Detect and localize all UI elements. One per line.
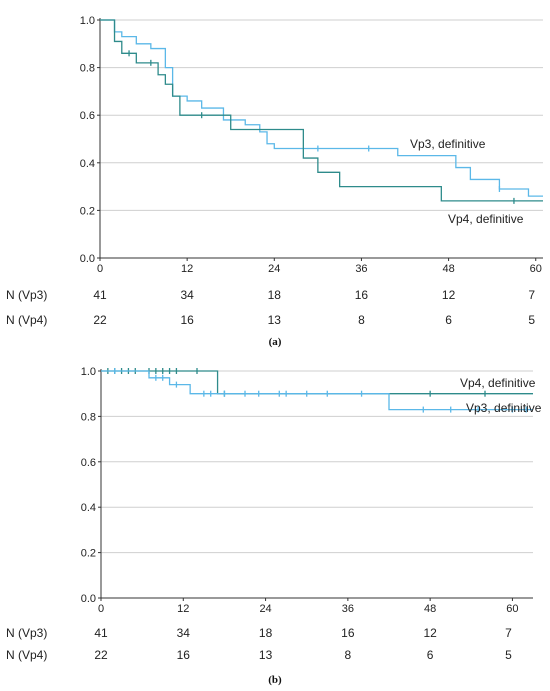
chart-panel-b: 0.0 0.2 0.4 0.6 0.8 1.0 0 12 24 36 48 60 Vp4, defini… (6, 366, 542, 686)
x-tick-label: 60 (530, 263, 542, 275)
risk-count: 5 (528, 313, 535, 327)
risk-count: 8 (358, 313, 365, 327)
risk-count: 22 (93, 313, 107, 327)
x-tick-label: 0 (98, 603, 104, 615)
x-tick-label: 60 (506, 603, 518, 615)
risk-count: 22 (94, 648, 108, 662)
risk-count: 34 (177, 626, 191, 640)
risk-count: 6 (445, 313, 452, 327)
risk-count: 12 (423, 626, 437, 640)
y-tick-label: 0.2 (81, 548, 96, 560)
x-tick-label: 0 (97, 263, 103, 275)
risk-row-label: N (Vp3) (6, 288, 47, 302)
risk-row-label: N (Vp4) (6, 313, 47, 327)
km-curve-vp4 (100, 19, 543, 202)
risk-count: 8 (345, 648, 352, 662)
x-tick-label: 36 (342, 603, 354, 615)
y-tick-label: 0.0 (81, 593, 96, 605)
series-label: Vp3, definitive (410, 137, 486, 151)
risk-count: 18 (259, 626, 273, 640)
x-tick-label: 48 (442, 263, 454, 275)
y-tick-label: 0.8 (80, 63, 95, 75)
risk-count: 5 (505, 648, 512, 662)
panel-caption: (a) (269, 336, 282, 348)
risk-count: 6 (427, 648, 434, 662)
risk-count: 7 (528, 288, 535, 302)
y-tick-label: 0.0 (80, 253, 95, 265)
risk-count: 7 (505, 626, 512, 640)
risk-count: 18 (268, 288, 282, 302)
series-label: Vp4, definitive (448, 212, 524, 226)
risk-count: 41 (94, 626, 108, 640)
risk-count: 41 (93, 288, 107, 302)
x-tick-label: 36 (355, 263, 367, 275)
y-tick-label: 0.2 (80, 205, 95, 217)
risk-count: 13 (259, 648, 273, 662)
x-tick-label: 12 (181, 263, 193, 275)
x-tick-label: 48 (424, 603, 436, 615)
y-tick-label: 1.0 (81, 366, 96, 378)
risk-count: 12 (442, 288, 456, 302)
km-curve-vp3 (101, 370, 533, 411)
risk-row-label: N (Vp3) (6, 626, 47, 640)
x-tick-label: 12 (177, 603, 189, 615)
risk-count: 16 (180, 313, 194, 327)
y-tick-label: 1.0 (80, 15, 95, 27)
series-label: Vp3, definitive (466, 401, 542, 415)
y-tick-label: 0.4 (81, 502, 96, 514)
series-label: Vp4, definitive (460, 376, 536, 390)
panel-caption: (b) (268, 674, 282, 686)
risk-count: 13 (268, 313, 282, 327)
risk-row-label: N (Vp4) (6, 648, 47, 662)
risk-count: 34 (180, 288, 194, 302)
risk-count: 16 (177, 648, 191, 662)
x-tick-label: 24 (259, 603, 271, 615)
chart-panel-a: 0.0 0.2 0.4 0.6 0.8 1.0 0 12 24 36 48 60 Vp3, defini… (6, 15, 543, 348)
km-curve-vp3 (100, 19, 543, 197)
y-tick-label: 0.8 (81, 411, 96, 423)
y-tick-label: 0.4 (80, 158, 95, 170)
risk-count: 16 (341, 626, 355, 640)
x-tick-label: 24 (268, 263, 280, 275)
y-tick-label: 0.6 (80, 110, 95, 122)
risk-count: 16 (355, 288, 369, 302)
y-tick-label: 0.6 (81, 457, 96, 469)
